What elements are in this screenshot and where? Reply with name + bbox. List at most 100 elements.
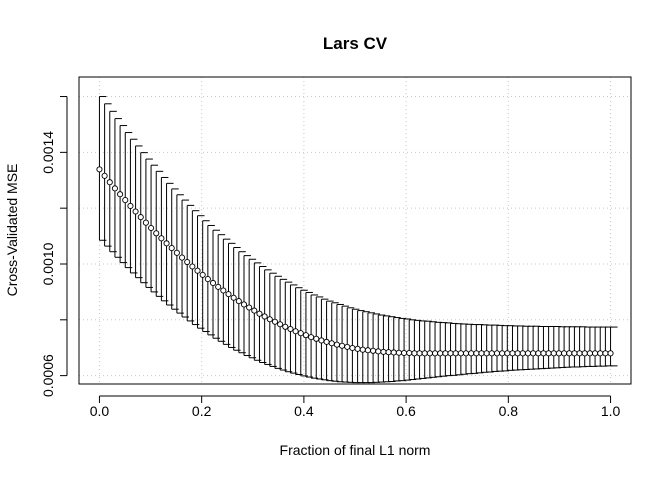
data-point: [168, 245, 175, 252]
data-point: [380, 348, 387, 355]
chart-title: Lars CV: [323, 34, 388, 53]
error-bar: [424, 320, 432, 379]
data-point: [566, 350, 573, 357]
data-point: [230, 294, 237, 301]
x-axis-label: Fraction of final L1 norm: [280, 442, 431, 458]
data-point: [148, 224, 155, 232]
data-point: [462, 350, 470, 357]
data-point: [240, 301, 248, 308]
data-point: [184, 258, 191, 266]
data-point: [509, 350, 516, 357]
data-point: [189, 263, 196, 270]
data-point: [468, 350, 475, 357]
data-point: [478, 350, 485, 357]
data-point: [452, 350, 459, 357]
data-point: [561, 350, 568, 357]
data-point: [266, 316, 273, 323]
data-point: [426, 350, 433, 357]
error-bar: [403, 318, 412, 381]
plot-frame: [78, 76, 632, 385]
data-point: [431, 350, 439, 357]
data-point: [370, 347, 377, 354]
data-point: [261, 313, 268, 320]
data-point: [602, 350, 609, 357]
y-axis: 0.0006 0.0010 0.0014: [40, 96, 68, 397]
data-point: [437, 350, 444, 357]
data-point: [178, 254, 186, 261]
data-point: [524, 350, 532, 357]
data-point: [323, 338, 330, 345]
error-bar: [610, 326, 618, 367]
x-tick-label: 0.6: [396, 403, 416, 419]
x-tick-label: 0.8: [499, 403, 519, 419]
data-point: [127, 202, 134, 209]
data-point: [359, 346, 366, 353]
x-tick-label: 0.2: [192, 403, 212, 419]
data-point: [530, 350, 537, 357]
data-point: [576, 350, 583, 357]
data-point: [488, 350, 495, 357]
data-point: [271, 318, 279, 325]
data-point: [390, 349, 397, 356]
data-point: [246, 304, 253, 311]
data-point: [225, 291, 232, 298]
data-point: [122, 197, 129, 204]
data-point: [302, 332, 309, 339]
data-point: [173, 249, 180, 256]
y-tick-label: 0.0014: [40, 131, 56, 174]
data-point: [199, 271, 206, 278]
error-bar: [388, 316, 396, 382]
data-point: [499, 350, 506, 357]
data-point: [282, 323, 289, 330]
data-point: [493, 350, 501, 357]
grid-lines: [79, 77, 631, 384]
data-point: [215, 283, 222, 290]
data-point: [597, 350, 604, 357]
data-point: [447, 350, 454, 357]
data-point: [406, 349, 413, 357]
data-point: [209, 279, 217, 287]
data-point: [354, 345, 361, 352]
data-point: [251, 307, 258, 314]
data-point: [287, 325, 294, 333]
x-tick-label: 0.0: [90, 403, 110, 419]
data-point: [111, 185, 118, 192]
data-point: [328, 340, 335, 347]
data-point: [592, 350, 599, 357]
x-tick-label: 0.4: [294, 403, 314, 419]
data-point: [101, 172, 108, 179]
x-axis: 0.0 0.2 0.4 0.6 0.8 1.0: [90, 395, 620, 419]
data-point: [473, 350, 480, 357]
data-point: [153, 230, 160, 237]
data-point: [395, 349, 402, 356]
data-point: [292, 328, 299, 335]
data-point: [137, 214, 144, 221]
data-point: [204, 276, 211, 283]
data-point: [277, 321, 284, 328]
data-point: [504, 350, 511, 357]
data-point: [545, 350, 552, 357]
data-point: [235, 298, 242, 305]
data-point: [308, 334, 315, 341]
data-point: [401, 349, 408, 357]
data-point: [163, 240, 170, 247]
data-point: [514, 350, 521, 357]
error-bar: [408, 319, 417, 381]
data-point: [385, 349, 392, 356]
data-point: [442, 350, 449, 357]
data-point: [550, 350, 557, 357]
data-point: [571, 350, 578, 357]
data-point: [555, 350, 562, 357]
data-points: [96, 166, 614, 357]
data-point: [421, 350, 428, 357]
data-point: [607, 350, 614, 357]
data-point: [132, 208, 139, 215]
data-point: [457, 350, 464, 357]
data-point: [586, 350, 593, 357]
data-point: [519, 350, 526, 357]
data-point: [483, 350, 490, 357]
data-point: [117, 191, 124, 198]
error-bar: [429, 321, 437, 378]
data-point: [106, 179, 113, 186]
